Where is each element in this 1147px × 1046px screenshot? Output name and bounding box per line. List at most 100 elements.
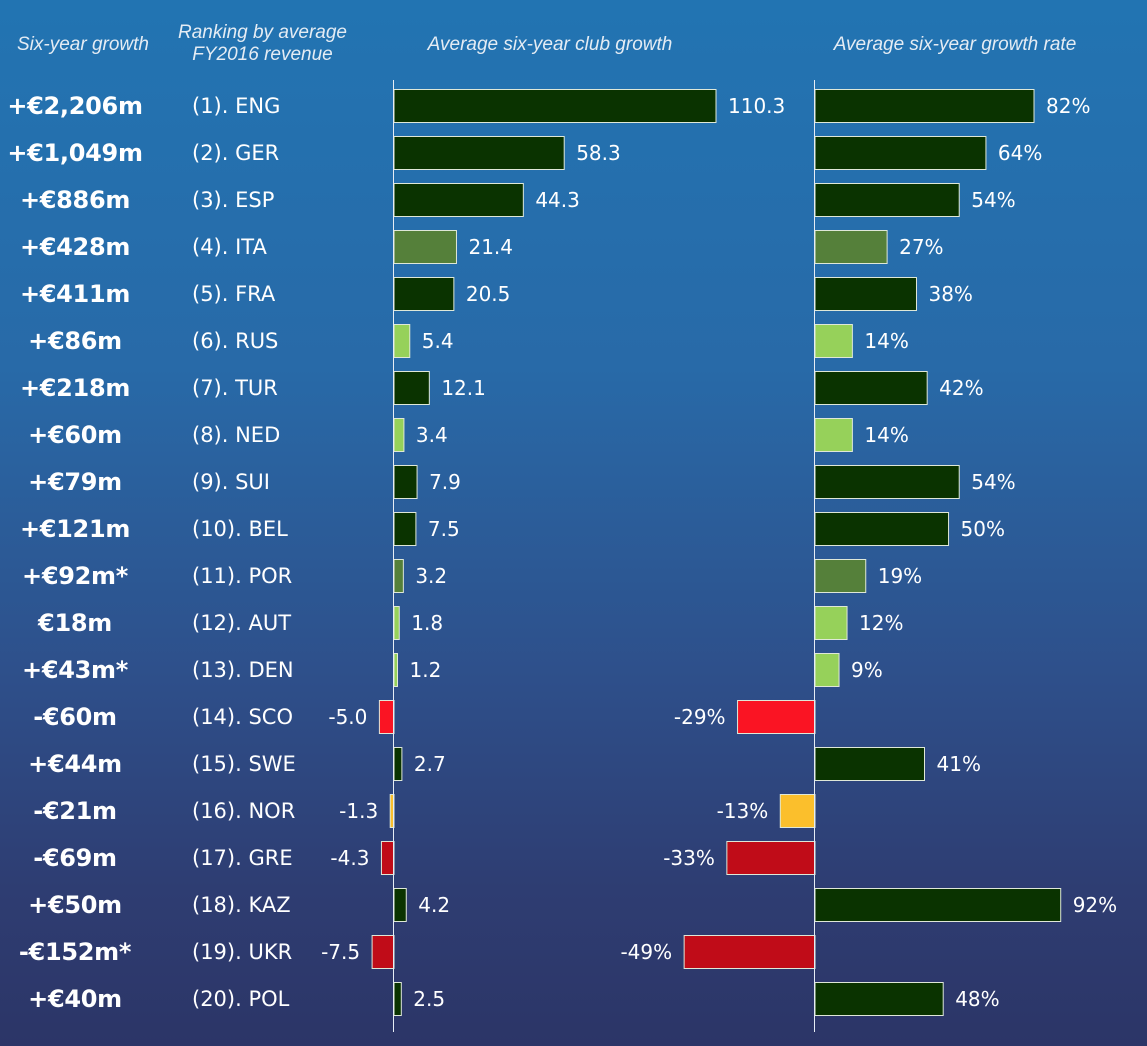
rank-country-label: (18). KAZ	[192, 893, 291, 917]
rank-country-label: (4). ITA	[192, 235, 267, 259]
header-club-growth: Average six-year club growth	[427, 34, 673, 55]
growth-rate-value-label: 54%	[971, 188, 1015, 212]
club-growth-bar	[380, 841, 395, 875]
rank-country-label: (10). BEL	[192, 517, 288, 541]
table-row: +€92m* (11). POR	[0, 555, 1147, 602]
growth-rate-bar	[814, 230, 888, 264]
six-year-growth-value: +€886m	[19, 186, 131, 214]
club-growth-bar	[393, 888, 407, 922]
table-row: +€44m (15). SWE	[0, 743, 1147, 790]
growth-rate-value-label: 64%	[998, 141, 1042, 165]
growth-rate-value-label: 27%	[899, 235, 943, 259]
rank-country-label: (2). GER	[192, 141, 280, 165]
table-row: +€886m (3). ESP	[0, 179, 1147, 226]
club-growth-bar	[393, 559, 404, 593]
table-row: +€43m* (13). DEN	[0, 649, 1147, 696]
growth-rate-value-label: -13%	[717, 799, 769, 823]
club-growth-bar	[393, 512, 417, 546]
club-growth-value-label: 21.4	[468, 235, 513, 259]
club-growth-bar	[393, 136, 565, 170]
club-growth-value-label: -1.3	[339, 799, 378, 823]
growth-rate-bar	[814, 653, 840, 687]
rank-country-label: (11). POR	[192, 564, 293, 588]
six-year-growth-value: +€121m	[19, 515, 131, 543]
rank-country-label: (5). FRA	[192, 282, 276, 306]
table-row: +€428m (4). ITA	[0, 226, 1147, 273]
table-row: +€411m (5). FRA	[0, 273, 1147, 320]
growth-rate-value-label: 82%	[1046, 94, 1090, 118]
table-row: -€21m (16). NOR	[0, 790, 1147, 837]
six-year-growth-value: +€428m	[19, 233, 131, 261]
six-year-growth-value: +€43m*	[22, 656, 128, 684]
club-growth-value-label: -7.5	[321, 940, 360, 964]
club-growth-value-label: 1.2	[410, 658, 442, 682]
growth-rate-value-label: 54%	[971, 470, 1015, 494]
six-year-growth-value: -€152m*	[18, 938, 132, 966]
table-row: €18m (12). AUT	[0, 602, 1147, 649]
growth-rate-value-label: 14%	[864, 329, 908, 353]
table-row: +€1,049m (2). GER	[0, 132, 1147, 179]
rank-country-label: (3). ESP	[192, 188, 275, 212]
table-row: -€69m (17). GRE	[0, 837, 1147, 884]
growth-rate-value-label: 48%	[955, 987, 999, 1011]
club-growth-axis	[393, 80, 394, 1032]
growth-rate-bar	[779, 794, 816, 828]
six-year-growth-value: +€44m	[28, 750, 122, 778]
six-year-growth-value: +€40m	[28, 985, 122, 1013]
rank-country-label: (15). SWE	[192, 752, 296, 776]
growth-rate-bar	[814, 371, 928, 405]
growth-rate-bar	[814, 512, 950, 546]
six-year-growth-value: +€2,206m	[7, 92, 143, 120]
growth-rate-value-label: 38%	[928, 282, 972, 306]
table-row: +€121m (10). BEL	[0, 508, 1147, 555]
club-growth-value-label: 7.9	[429, 470, 461, 494]
rank-country-label: (8). NED	[192, 423, 281, 447]
club-growth-value-label: 110.3	[728, 94, 785, 118]
six-year-growth-value: -€60m	[33, 703, 117, 731]
club-growth-bar	[393, 418, 405, 452]
growth-rate-bar	[737, 700, 816, 734]
six-year-growth-value: +€60m	[28, 421, 122, 449]
growth-rate-value-label: 41%	[937, 752, 981, 776]
club-growth-value-label: 2.5	[413, 987, 445, 1011]
growth-rate-bar	[814, 418, 853, 452]
club-growth-value-label: 2.7	[414, 752, 446, 776]
growth-rate-value-label: 12%	[859, 611, 903, 635]
header-ranking: Ranking by average FY2016 revenue	[178, 22, 347, 65]
rank-country-label: (13). DEN	[192, 658, 294, 682]
club-growth-bar	[393, 277, 455, 311]
growth-rate-value-label: 42%	[939, 376, 983, 400]
club-growth-bar	[393, 371, 430, 405]
growth-rate-value-label: 50%	[961, 517, 1005, 541]
rank-country-label: (1). ENG	[192, 94, 281, 118]
club-growth-value-label: 3.4	[416, 423, 448, 447]
growth-rate-bar	[814, 982, 944, 1016]
header-six-year-growth: Six-year growth	[17, 34, 149, 55]
six-year-growth-value: +€218m	[19, 374, 131, 402]
club-growth-value-label: 5.4	[422, 329, 454, 353]
rank-country-label: (19). UKR	[192, 940, 293, 964]
header-growth-rate: Average six-year growth rate	[833, 34, 1077, 55]
table-row: +€2,206m (1). ENG	[0, 85, 1147, 132]
table-row: -€152m* (19). UKR	[0, 931, 1147, 978]
table-row: +€40m (20). POL	[0, 978, 1147, 1025]
club-growth-value-label: 3.2	[415, 564, 447, 588]
table-row: -€60m (14). SCO	[0, 696, 1147, 743]
six-year-growth-value: +€411m	[19, 280, 131, 308]
rank-country-label: (20). POL	[192, 987, 290, 1011]
rank-country-label: (12). AUT	[192, 611, 292, 635]
club-growth-bar	[393, 230, 457, 264]
growth-rate-value-label: 19%	[878, 564, 922, 588]
six-year-growth-value: -€21m	[33, 797, 117, 825]
club-growth-value-label: -5.0	[328, 705, 367, 729]
growth-rate-bar	[814, 183, 960, 217]
club-growth-value-label: 1.8	[411, 611, 443, 635]
six-year-growth-value: €18m	[38, 609, 112, 637]
club-growth-value-label: 58.3	[576, 141, 621, 165]
growth-rate-bar	[814, 606, 848, 640]
six-year-growth-value: -€69m	[33, 844, 117, 872]
club-growth-bar	[371, 935, 395, 969]
club-growth-value-label: 20.5	[466, 282, 511, 306]
rank-country-label: (16). NOR	[192, 799, 296, 823]
